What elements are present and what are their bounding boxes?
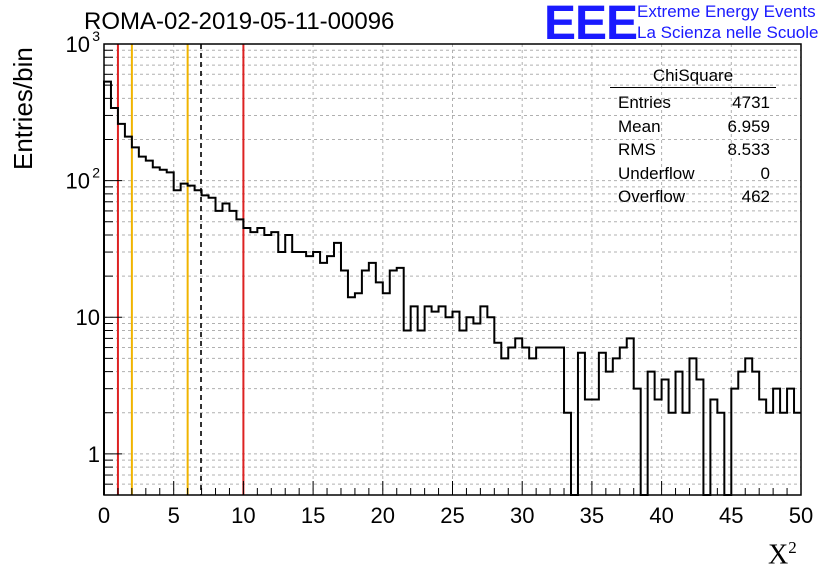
- stats-value: 8.533: [727, 140, 770, 159]
- y-tick-label-exponent: 2: [92, 165, 100, 181]
- stats-row-mean: Mean 6.959: [606, 115, 776, 139]
- x-tick-label: 15: [301, 503, 325, 528]
- stats-value: 0: [760, 163, 770, 183]
- x-axis-label: X2: [768, 538, 797, 571]
- stats-value: 462: [741, 187, 770, 206]
- stats-label: RMS: [618, 140, 656, 159]
- stats-row-overflow: Overflow 462: [606, 185, 776, 209]
- x-tick-label: 50: [789, 503, 813, 528]
- stats-label: Entries: [618, 93, 671, 112]
- eee-logo: EEE: [544, 0, 638, 50]
- y-tick-label: 1: [88, 442, 100, 467]
- chart-title: ROMA-02-2019-05-11-00096: [84, 8, 395, 35]
- stats-row-entries: Entries 4731: [606, 91, 776, 115]
- y-tick-label-exponent: 3: [92, 28, 100, 44]
- histogram-series: [103, 80, 801, 496]
- x-tick-label: 40: [649, 503, 673, 528]
- x-tick-label: 45: [719, 503, 743, 528]
- stats-box-title: ChiSquare: [610, 66, 776, 88]
- stats-row-rms: RMS 8.533: [606, 138, 776, 162]
- y-tick-label: 10: [66, 169, 90, 194]
- x-tick-label: 25: [440, 503, 464, 528]
- logo-tagline-1: Extreme Energy Events: [637, 2, 816, 21]
- stats-row-underflow: Underflow 0: [606, 162, 776, 186]
- y-tick-label: 10: [66, 32, 90, 57]
- x-tick-label: 20: [371, 503, 395, 528]
- x-tick-label: 35: [580, 503, 604, 528]
- histogram-line: [103, 80, 801, 496]
- y-tick-label: 10: [76, 305, 100, 330]
- grid-lines: [104, 44, 801, 495]
- logo-tagline-2: La Scienza nelle Scuole: [637, 23, 819, 42]
- stats-box: ChiSquare Entries 4731 Mean 6.959 RMS 8.533…: [606, 66, 776, 209]
- stats-label: Underflow: [618, 163, 695, 183]
- stats-label: Overflow: [618, 187, 686, 206]
- x-axis-label-superscript: 2: [788, 538, 797, 557]
- reference-lines: [116, 44, 245, 495]
- stats-value: 4731: [732, 93, 770, 112]
- stats-value: 6.959: [727, 116, 770, 136]
- y-axis-label: Entries/bin: [8, 47, 38, 170]
- x-tick-label: 30: [510, 503, 534, 528]
- x-tick-label: 10: [231, 503, 255, 528]
- x-tick-label: 0: [98, 503, 110, 528]
- x-tick-label: 5: [168, 503, 180, 528]
- axis-ticks: [103, 49, 802, 496]
- x-axis-label-base: X: [768, 539, 789, 571]
- stats-label: Mean: [618, 116, 661, 136]
